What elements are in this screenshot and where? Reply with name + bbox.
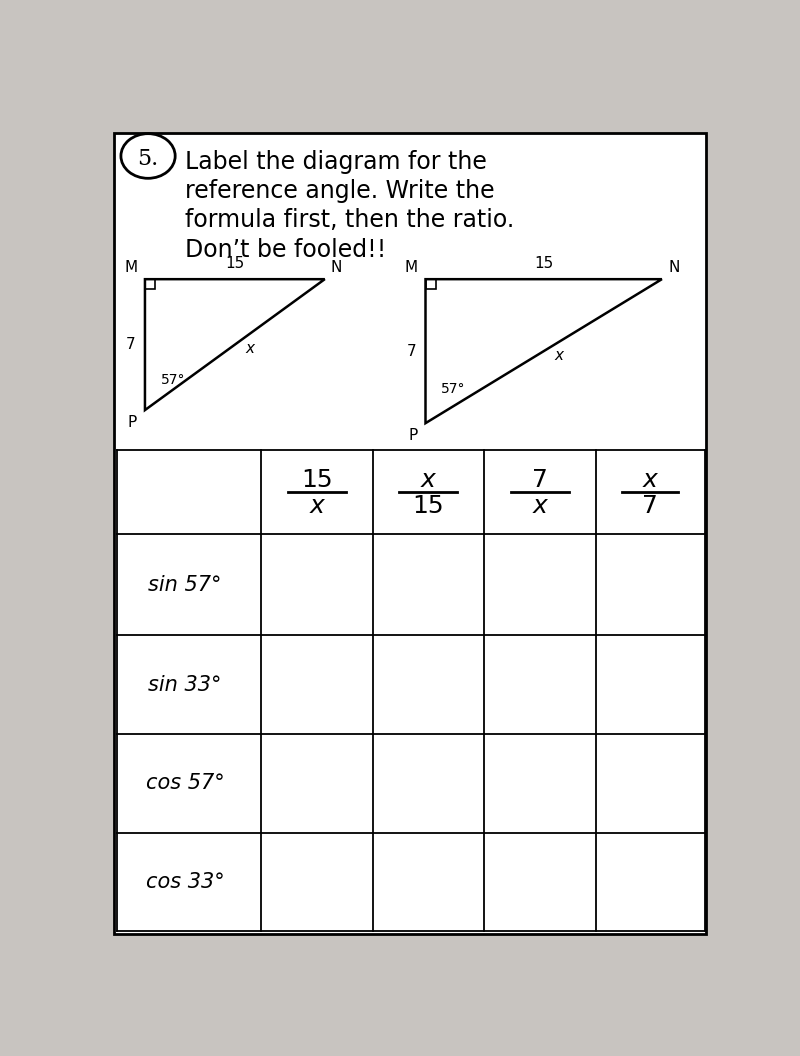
Text: x: x: [310, 494, 324, 518]
Text: 7: 7: [406, 343, 416, 359]
Text: M: M: [405, 260, 418, 275]
Text: 15: 15: [226, 257, 245, 271]
Text: P: P: [128, 415, 138, 430]
Text: Don’t be fooled!!: Don’t be fooled!!: [186, 238, 386, 262]
Text: Label the diagram for the: Label the diagram for the: [186, 150, 487, 174]
Text: cos 33°: cos 33°: [146, 872, 225, 892]
Text: 57°: 57°: [161, 373, 185, 386]
Text: M: M: [124, 260, 138, 275]
Text: x: x: [421, 468, 436, 492]
Text: 15: 15: [413, 494, 444, 518]
Text: 5.: 5.: [138, 148, 158, 170]
Text: 7: 7: [642, 494, 658, 518]
Text: P: P: [409, 428, 418, 442]
Text: 15: 15: [534, 257, 554, 271]
Text: 7: 7: [126, 337, 136, 352]
Text: formula first, then the ratio.: formula first, then the ratio.: [186, 208, 514, 232]
Ellipse shape: [121, 134, 175, 178]
Bar: [426, 279, 435, 289]
Text: 15: 15: [301, 468, 333, 492]
Bar: [145, 279, 155, 289]
Text: cos 57°: cos 57°: [146, 773, 225, 793]
Text: x: x: [246, 341, 254, 356]
Text: x: x: [554, 347, 563, 362]
Text: sin 57°: sin 57°: [148, 574, 222, 595]
Text: 57°: 57°: [441, 382, 466, 396]
Text: N: N: [331, 260, 342, 275]
Text: x: x: [642, 468, 658, 492]
Text: N: N: [668, 260, 679, 275]
Text: reference angle. Write the: reference angle. Write the: [186, 180, 495, 203]
Text: 7: 7: [532, 468, 548, 492]
Text: x: x: [533, 494, 547, 518]
Text: sin 33°: sin 33°: [148, 675, 222, 695]
